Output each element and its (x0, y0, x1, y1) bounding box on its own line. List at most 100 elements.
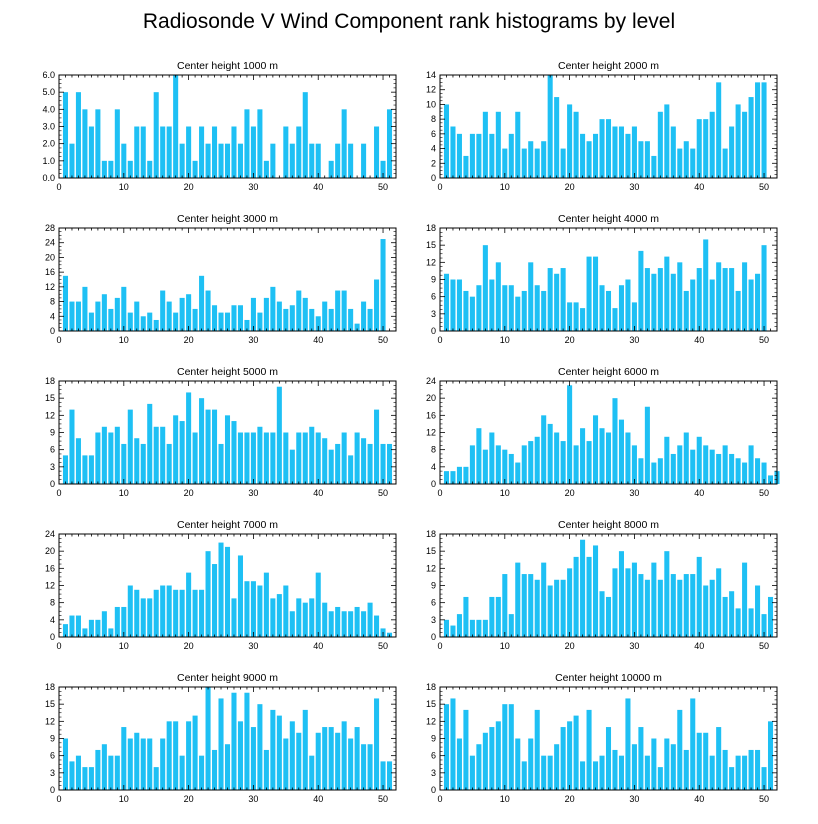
histogram-bar (755, 458, 761, 484)
x-tick-label: 30 (629, 488, 639, 498)
histogram-bar (443, 704, 450, 790)
histogram-bar (690, 279, 696, 331)
histogram-bar (147, 312, 153, 331)
histogram-bar (742, 755, 748, 790)
histogram-bar (605, 727, 612, 790)
histogram-bar (367, 443, 373, 484)
histogram-bar (450, 126, 456, 178)
histogram-bar (270, 598, 276, 637)
histogram-bar (244, 109, 250, 178)
histogram-bar (257, 426, 263, 484)
histogram-bar (88, 312, 94, 331)
y-tick-label: 0 (431, 173, 436, 183)
histogram-bar (683, 574, 689, 637)
histogram-bar (761, 245, 767, 331)
y-tick-label: 24 (426, 376, 436, 386)
histogram-bar (528, 441, 534, 484)
histogram-bar (95, 301, 101, 331)
histogram-bar (638, 727, 644, 790)
histogram-bar (88, 455, 94, 484)
histogram-bar (348, 143, 354, 178)
histogram-bar (651, 562, 657, 637)
histogram-bar (703, 445, 709, 484)
histogram-bar (354, 432, 360, 484)
x-tick-label: 0 (437, 488, 442, 498)
x-tick-label: 10 (500, 335, 510, 345)
histogram-bar (618, 755, 624, 790)
x-tick-label: 20 (565, 794, 575, 804)
panel-title: Center height 5000 m (177, 366, 278, 378)
histogram-bar (683, 749, 689, 790)
x-tick-label: 0 (437, 335, 442, 345)
y-tick-label: 6.0 (42, 70, 55, 80)
histogram-bar (722, 749, 728, 790)
histogram-bar (374, 615, 380, 637)
histogram-bar (257, 704, 263, 790)
histogram-bar (709, 755, 715, 790)
histogram-bar (508, 133, 514, 178)
y-tick-label: 9 (50, 428, 55, 438)
histogram-bar (179, 143, 185, 178)
x-tick-label: 30 (248, 488, 258, 498)
histogram-bar (367, 744, 373, 790)
histogram-bar (631, 562, 637, 637)
y-tick-label: 8 (50, 297, 55, 307)
histogram-bar (735, 755, 741, 790)
histogram-bar (547, 585, 553, 637)
histogram-bar (322, 438, 328, 484)
histogram-bar (289, 305, 295, 331)
histogram-bar (502, 574, 508, 637)
histogram-bar (469, 445, 475, 484)
histogram-bar (289, 143, 295, 178)
y-tick-label: 0 (431, 479, 436, 489)
histogram-bar (296, 732, 302, 790)
histogram-bar (374, 409, 380, 484)
histogram-bar (322, 301, 328, 331)
histogram-bar (463, 290, 469, 331)
histogram-bar (456, 466, 462, 484)
histogram-bar (664, 104, 670, 178)
histogram-bar (192, 160, 198, 178)
histogram-panel-1: Center height 1000 m 0 10 20 30 40 50 0.0 1.0 2.0… (42, 60, 397, 192)
histogram-bar (625, 568, 631, 637)
histogram-bar (703, 119, 709, 178)
histogram-bar (638, 250, 644, 331)
x-tick-label: 30 (629, 794, 639, 804)
histogram-bar (761, 767, 767, 790)
histogram-bar (748, 97, 754, 178)
histogram-bar (534, 285, 540, 331)
histogram-bar (495, 721, 501, 790)
histogram-bar (302, 432, 308, 484)
x-tick-label: 30 (248, 182, 258, 192)
histogram-bar (69, 143, 75, 178)
histogram-bar (605, 119, 612, 178)
histogram-bar (534, 148, 540, 178)
histogram-bar (599, 428, 605, 484)
y-tick-label: 0 (50, 326, 55, 336)
histogram-bar (469, 619, 475, 637)
histogram-bar (463, 709, 469, 790)
histogram-bar (755, 273, 761, 331)
histogram-bar (322, 602, 328, 637)
histogram-bar (108, 308, 114, 331)
histogram-bar (263, 432, 269, 484)
histogram-bar (263, 749, 269, 790)
histogram-bar (62, 624, 69, 637)
histogram-bar (205, 551, 211, 637)
histogram-bar (709, 579, 715, 637)
histogram-bar (618, 551, 624, 637)
panel-title: Center height 2000 m (558, 60, 659, 72)
histogram-bar (101, 744, 107, 790)
histogram-bar (257, 312, 263, 331)
y-tick-label: 16 (45, 267, 55, 277)
histogram-bar (250, 727, 256, 790)
histogram-bar (270, 432, 276, 484)
x-tick-label: 10 (500, 488, 510, 498)
histogram-bar (612, 398, 618, 484)
y-tick-label: 15 (45, 699, 55, 709)
histogram-bar (631, 302, 637, 331)
histogram-bar (690, 449, 696, 484)
histogram-bar (140, 443, 146, 484)
panel-title: Center height 4000 m (558, 213, 659, 225)
histogram-bar (456, 133, 462, 178)
